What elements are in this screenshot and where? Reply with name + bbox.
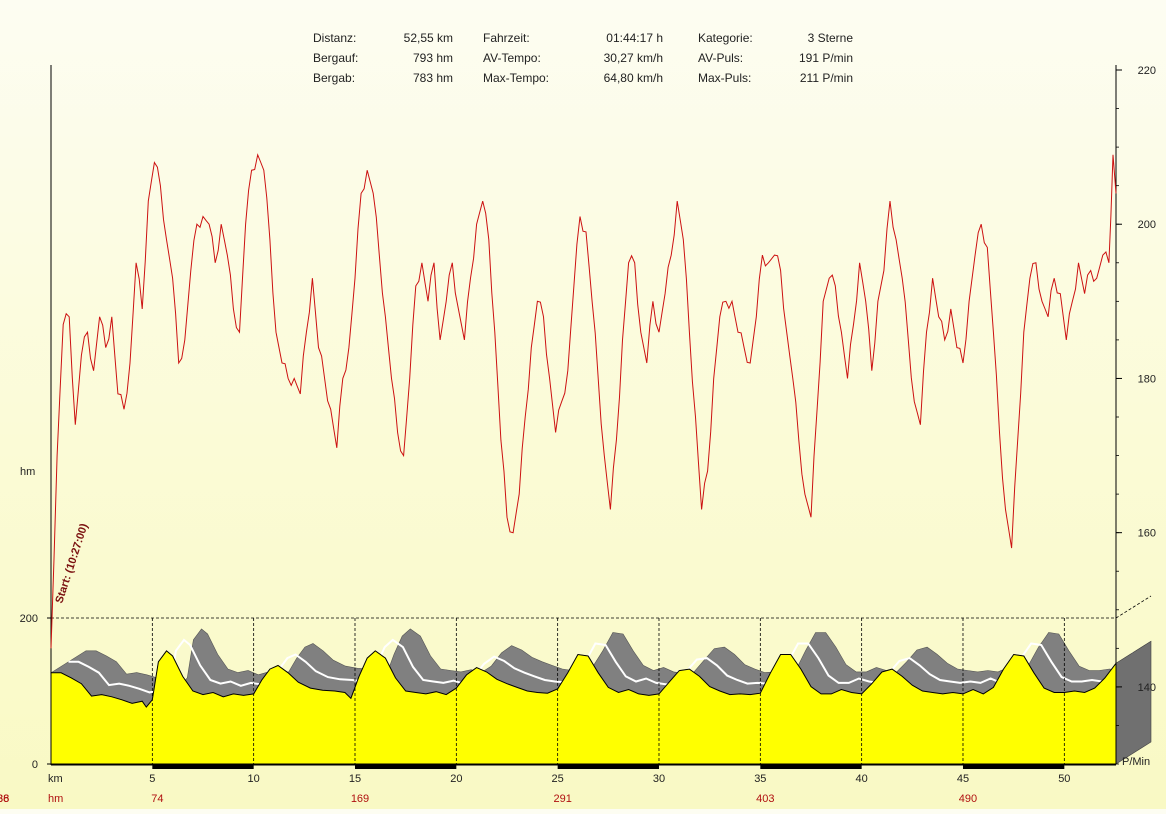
x-tick-40: 40	[856, 773, 868, 785]
x-tick-20: 20	[450, 773, 462, 785]
x-unit-label: km	[48, 773, 63, 785]
stat-label-max-tempo: Max-Tempo:	[483, 71, 550, 85]
left-axis-unit: hm	[20, 466, 35, 478]
hm-marker-638: 638	[0, 793, 9, 805]
x-axis-band-15	[354, 765, 457, 769]
x-tick-5: 5	[149, 773, 155, 785]
stat-value-max-tempo: 64,80 km/h	[603, 71, 663, 85]
x-tick-50: 50	[1058, 773, 1070, 785]
stat-value-av-tempo: 30,27 km/h	[603, 51, 663, 65]
hm-marker-403: 403	[756, 793, 774, 805]
hm-marker-291: 291	[553, 793, 571, 805]
elevation-area	[50, 650, 1117, 765]
stat-label-kategorie: Kategorie:	[698, 31, 753, 45]
stat-value-bergab: 783 hm	[412, 71, 453, 85]
stat-label-bergab: Bergab:	[313, 71, 356, 85]
stat-value-kategorie: 3 Sterne	[807, 31, 853, 45]
hm-marker-490: 490	[959, 793, 977, 805]
stat-value-distanz: 52,55 km	[403, 31, 453, 45]
right-tick-200: 200	[1138, 219, 1156, 231]
stat-label-av-puls: AV-Puls:	[698, 51, 744, 65]
start-label: Start: (10:27:00)	[53, 522, 90, 605]
stat-label-av-tempo: AV-Tempo:	[483, 51, 541, 65]
stat-value-fahrzeit: 01:44:17 h	[606, 31, 663, 45]
pulse-line	[50, 153, 1117, 649]
right-tick-180: 180	[1138, 373, 1156, 385]
x-axis-band-5	[152, 765, 254, 769]
stat-value-max-puls: 211 P/min	[799, 71, 853, 85]
stat-label-max-puls: Max-Puls:	[698, 71, 752, 85]
left-tick-200: 200	[20, 613, 38, 625]
x-tick-10: 10	[248, 773, 260, 785]
x-axis-band-35	[760, 765, 862, 769]
stat-value-bergauf: 793 hm	[412, 51, 453, 65]
x-axis-band-25	[557, 765, 659, 769]
hm-marker-736: 736	[0, 793, 9, 805]
right-tick-160: 160	[1138, 528, 1156, 540]
x-tick-25: 25	[552, 773, 564, 785]
left-tick-0: 0	[32, 759, 38, 771]
right-axis-unit: P/Min	[1122, 756, 1150, 768]
stat-label-fahrzeit: Fahrzeit:	[483, 31, 530, 45]
x-tick-35: 35	[754, 773, 766, 785]
stat-label-distanz: Distanz:	[313, 31, 357, 45]
x-axis-band-45	[962, 765, 1065, 769]
stat-value-av-puls: 191 P/min	[798, 51, 853, 65]
gridline-200hm-3d	[1115, 595, 1152, 619]
x-tick-15: 15	[349, 773, 361, 785]
right-tick-220: 220	[1138, 65, 1156, 77]
elevation-end-panel	[1115, 640, 1152, 765]
hm-marker-74: 74	[151, 793, 163, 805]
stat-label-bergauf: Bergauf:	[313, 51, 359, 65]
x-tick-30: 30	[653, 773, 665, 785]
hm-marker-169: 169	[351, 793, 369, 805]
x-tick-45: 45	[957, 773, 969, 785]
hm-row-label: hm	[48, 793, 63, 805]
right-tick-140: 140	[1138, 682, 1156, 694]
